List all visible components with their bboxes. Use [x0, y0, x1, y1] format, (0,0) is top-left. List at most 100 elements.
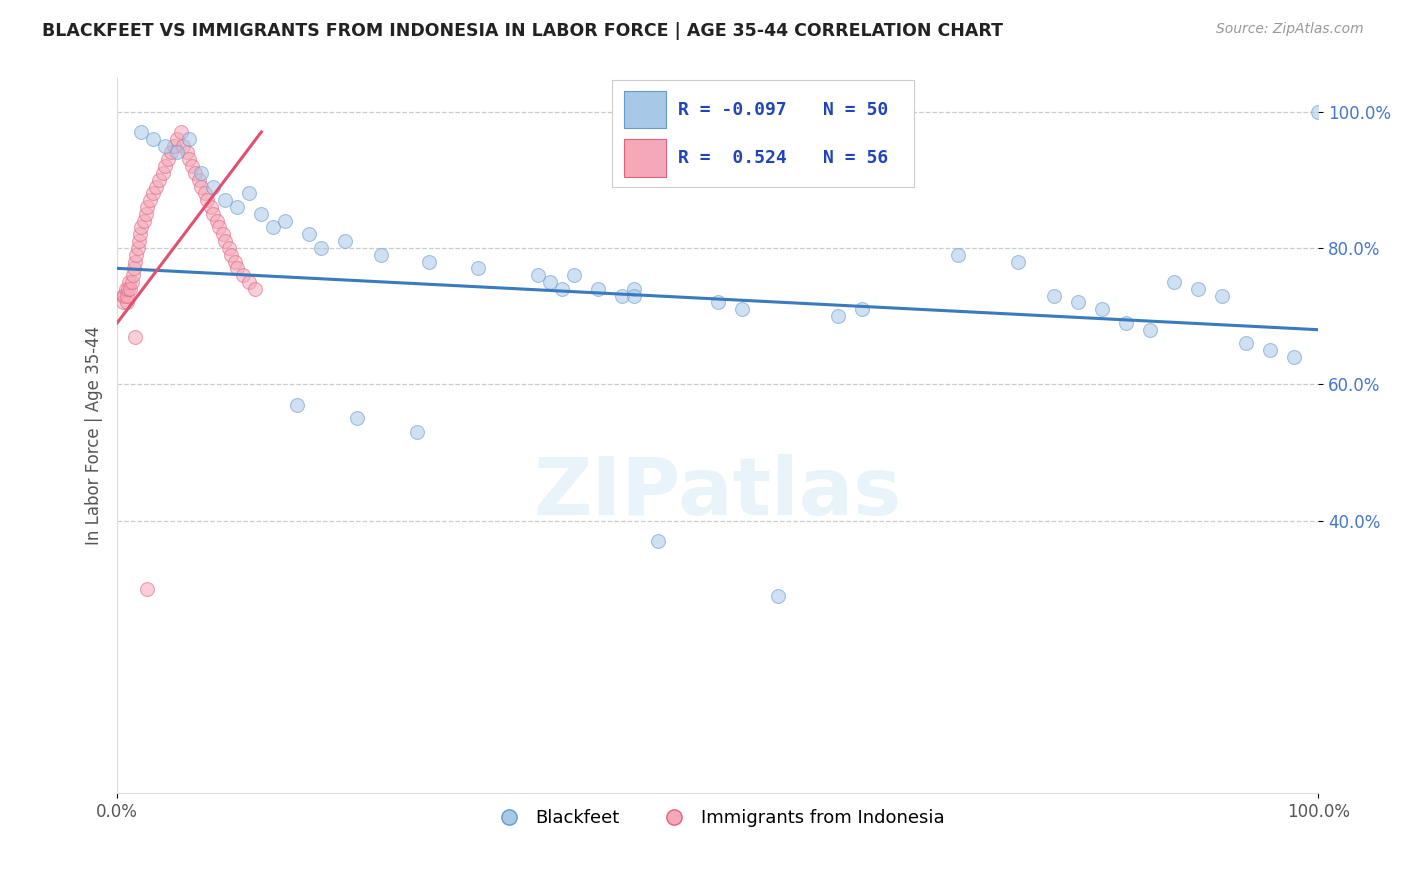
Point [946, 248, 969, 262]
Point [623, 282, 645, 296]
Point [706, 295, 728, 310]
Point [200, 200, 222, 214]
Point [121, 275, 143, 289]
Point [129, 220, 152, 235]
Point [132, 213, 155, 227]
Point [194, 186, 217, 201]
Point [180, 159, 202, 173]
Point [128, 234, 150, 248]
Point [346, 411, 368, 425]
Point [115, 295, 138, 310]
Bar [624, 139, 666, 177]
Point [274, 213, 297, 227]
Point [226, 261, 249, 276]
Point [136, 200, 159, 214]
Point [121, 268, 143, 282]
Point [172, 138, 194, 153]
Point [562, 268, 585, 282]
Point [1139, 323, 1161, 337]
Point [124, 329, 146, 343]
Point [1091, 302, 1114, 317]
Point [262, 220, 284, 235]
Point [370, 248, 392, 262]
Point [610, 288, 633, 302]
Point [335, 234, 357, 248]
Point [166, 132, 188, 146]
Text: Source: ZipAtlas.com: Source: ZipAtlas.com [1216, 22, 1364, 37]
Point [184, 166, 207, 180]
Point [129, 227, 152, 242]
Point [148, 172, 170, 186]
Point [122, 261, 145, 276]
Point [1187, 282, 1209, 296]
Point [155, 159, 177, 173]
Point [1284, 350, 1306, 364]
Point [550, 282, 572, 296]
Point [731, 302, 754, 317]
Point [125, 248, 148, 262]
Point [187, 172, 209, 186]
Y-axis label: In Labor Force | Age 35-44: In Labor Force | Age 35-44 [86, 326, 103, 545]
Point [418, 254, 440, 268]
Point [202, 179, 225, 194]
Point [647, 534, 669, 549]
Text: BLACKFEET VS IMMIGRANTS FROM INDONESIA IN LABOR FORCE | AGE 35-44 CORRELATION CH: BLACKFEET VS IMMIGRANTS FROM INDONESIA I… [42, 22, 1002, 40]
Point [115, 288, 138, 302]
Point [190, 166, 212, 180]
Point [224, 254, 246, 268]
Point [1163, 275, 1185, 289]
Point [238, 275, 260, 289]
Point [245, 282, 267, 296]
Point [586, 282, 609, 296]
Point [1043, 288, 1066, 302]
Point [1308, 104, 1330, 119]
Point [179, 132, 201, 146]
Point [136, 582, 159, 596]
Point [202, 207, 225, 221]
Point [142, 132, 165, 146]
Point [176, 145, 198, 160]
Point [135, 207, 157, 221]
Point [156, 153, 179, 167]
Text: R =  0.524: R = 0.524 [678, 149, 787, 167]
Point [166, 145, 188, 160]
Point [114, 282, 136, 296]
Point [406, 425, 429, 439]
Point [526, 268, 548, 282]
Point [112, 288, 135, 302]
Point [221, 248, 243, 262]
Point [238, 186, 260, 201]
Point [112, 288, 135, 302]
Point [298, 227, 321, 242]
Point [623, 288, 645, 302]
Point [232, 268, 254, 282]
Point [124, 254, 146, 268]
Point [170, 125, 193, 139]
Bar [624, 91, 666, 128]
Point [214, 193, 236, 207]
Point [851, 302, 873, 317]
Point [179, 153, 201, 167]
Point [1234, 336, 1257, 351]
Point [766, 589, 789, 603]
Point [1115, 316, 1137, 330]
Point [190, 179, 212, 194]
Point [1067, 295, 1090, 310]
Point [120, 282, 142, 296]
Point [129, 125, 152, 139]
Point [117, 282, 139, 296]
Point [250, 207, 273, 221]
Point [208, 220, 231, 235]
Text: R = -0.097: R = -0.097 [678, 101, 787, 119]
Legend: Blackfeet, Immigrants from Indonesia: Blackfeet, Immigrants from Indonesia [484, 802, 952, 834]
Point [118, 275, 141, 289]
Point [538, 275, 561, 289]
Point [1258, 343, 1281, 358]
Point [285, 398, 308, 412]
Point [226, 200, 249, 214]
Point [152, 166, 174, 180]
Point [212, 227, 235, 242]
Point [162, 138, 184, 153]
Point [1007, 254, 1029, 268]
Point [142, 186, 165, 201]
